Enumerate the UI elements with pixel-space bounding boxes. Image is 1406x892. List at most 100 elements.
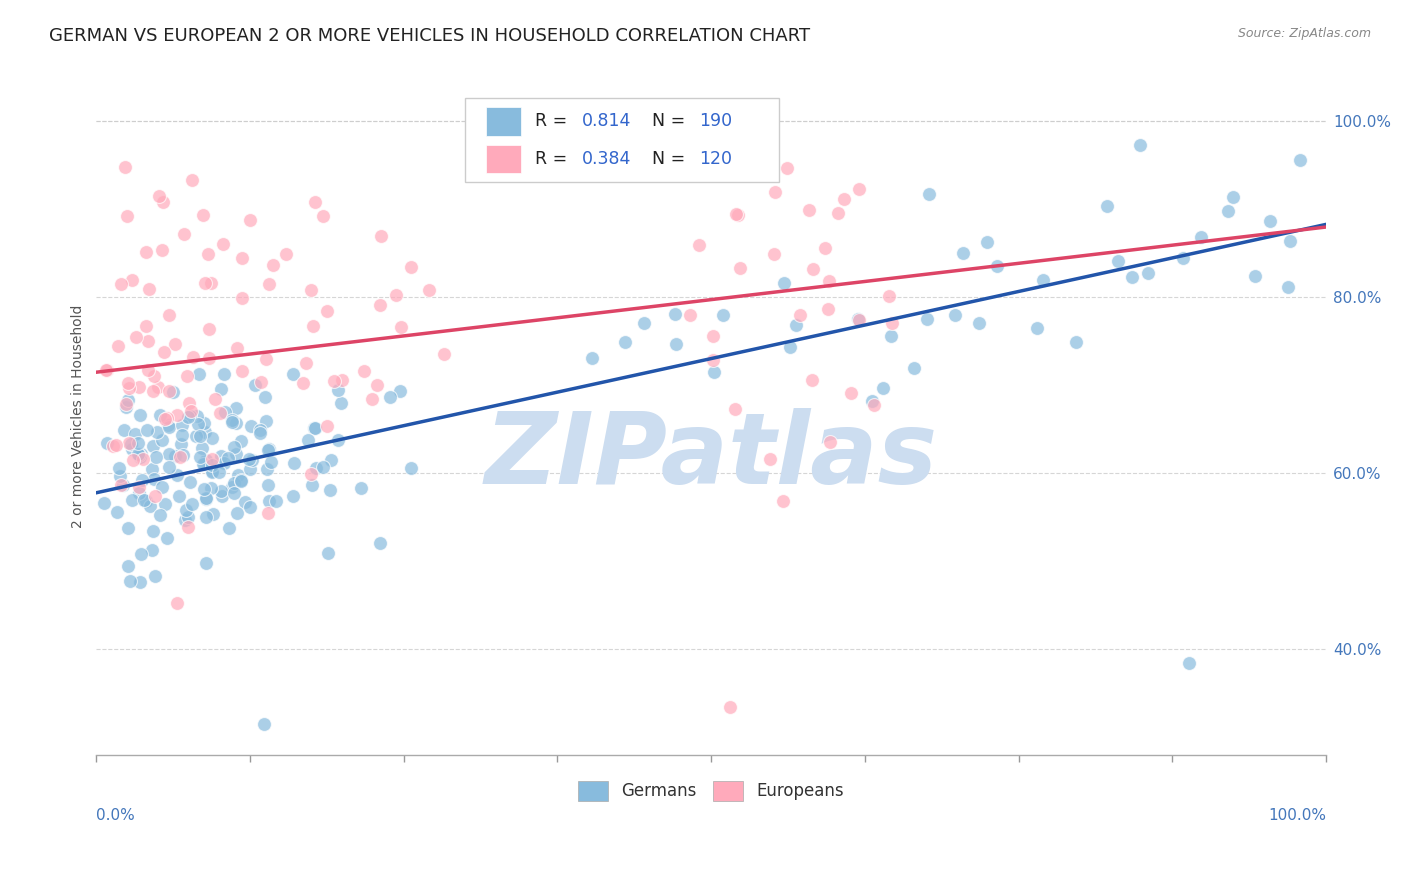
Point [384, 288, 406, 302]
Point [257, 277, 280, 291]
Point [1097, 199, 1119, 213]
Point [93, 496, 115, 510]
Point [114, 161, 136, 175]
Point [211, 489, 233, 503]
Point [138, 282, 160, 296]
Point [231, 252, 253, 266]
Point [179, 475, 201, 490]
Point [165, 450, 187, 464]
Point [330, 373, 353, 387]
Point [818, 434, 841, 449]
Point [316, 304, 339, 318]
Point [877, 289, 900, 303]
Point [370, 298, 392, 312]
Point [266, 494, 288, 508]
Point [304, 195, 326, 210]
Point [198, 322, 221, 336]
Point [281, 367, 304, 381]
Point [779, 340, 801, 354]
FancyBboxPatch shape [465, 98, 779, 183]
Point [209, 449, 232, 463]
Point [221, 416, 243, 430]
Point [204, 392, 226, 406]
Point [727, 208, 749, 222]
Point [262, 258, 284, 272]
Point [118, 381, 141, 395]
Point [104, 438, 127, 452]
Text: 0.0%: 0.0% [97, 808, 135, 822]
Point [581, 351, 603, 366]
Point [209, 382, 232, 396]
Point [389, 319, 412, 334]
Point [180, 497, 202, 511]
Point [986, 259, 1008, 273]
Point [231, 364, 253, 378]
Point [157, 308, 180, 322]
Point [1189, 230, 1212, 244]
Point [366, 377, 388, 392]
Point [174, 503, 197, 517]
Point [222, 476, 245, 491]
Point [197, 247, 219, 261]
Point [179, 409, 201, 423]
Point [703, 365, 725, 379]
Point [193, 417, 215, 431]
Point [832, 193, 855, 207]
Point [918, 186, 941, 201]
Point [188, 450, 211, 464]
Point [848, 313, 870, 327]
Point [129, 408, 152, 422]
Point [177, 510, 200, 524]
Point [817, 302, 839, 317]
Point [1064, 335, 1087, 350]
Point [225, 447, 247, 461]
Point [165, 337, 187, 351]
Point [135, 245, 157, 260]
Point [848, 181, 870, 195]
Point [197, 351, 219, 365]
Point [209, 406, 232, 420]
Point [240, 452, 263, 467]
Point [191, 208, 214, 222]
FancyBboxPatch shape [486, 145, 520, 173]
Point [170, 428, 193, 442]
Point [217, 450, 239, 465]
Point [156, 411, 179, 425]
Point [231, 291, 253, 305]
Point [1121, 269, 1143, 284]
Point [785, 318, 807, 333]
Point [157, 417, 180, 432]
Point [330, 395, 353, 409]
Point [186, 409, 208, 423]
Point [224, 440, 246, 454]
Point [122, 453, 145, 467]
Point [170, 418, 193, 433]
Point [194, 425, 217, 439]
Point [117, 392, 139, 407]
Point [128, 480, 150, 494]
Point [195, 509, 218, 524]
Point [254, 414, 277, 428]
Point [194, 276, 217, 290]
Point [194, 557, 217, 571]
Text: 100.0%: 100.0% [1268, 808, 1326, 822]
Point [718, 699, 741, 714]
Point [114, 423, 136, 437]
Point [143, 369, 166, 384]
Point [146, 425, 169, 439]
Point [194, 491, 217, 506]
Point [152, 480, 174, 494]
Point [152, 194, 174, 209]
Point [187, 367, 209, 381]
Point [143, 472, 166, 486]
Point [142, 384, 165, 398]
Point [226, 468, 249, 483]
Point [688, 237, 710, 252]
Point [917, 312, 939, 326]
Point [633, 316, 655, 330]
Point [239, 213, 262, 227]
Point [679, 308, 702, 322]
Point [789, 309, 811, 323]
Point [176, 369, 198, 384]
FancyBboxPatch shape [486, 107, 520, 136]
